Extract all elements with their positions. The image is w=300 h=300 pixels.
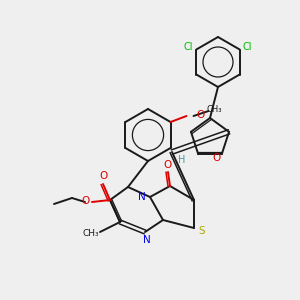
Text: Cl: Cl [243, 43, 252, 52]
Text: Cl: Cl [184, 43, 193, 52]
Text: O: O [100, 171, 108, 181]
Text: S: S [199, 226, 205, 236]
Text: O: O [81, 196, 89, 206]
Text: H: H [178, 155, 186, 165]
Text: N: N [138, 192, 146, 202]
Text: O: O [164, 160, 172, 170]
Text: N: N [143, 235, 151, 245]
Text: CH₃: CH₃ [83, 230, 99, 238]
Text: CH₃: CH₃ [207, 106, 222, 115]
Text: O: O [196, 110, 205, 120]
Text: O: O [213, 153, 221, 163]
